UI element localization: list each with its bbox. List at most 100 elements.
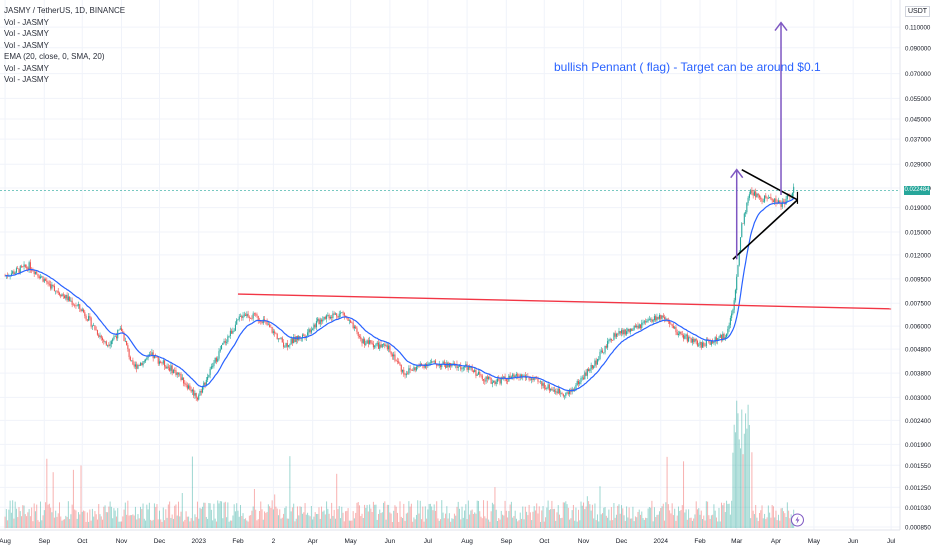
volume-bar (208, 502, 210, 528)
candle-body (732, 309, 734, 314)
volume-bar (33, 503, 35, 528)
candle-body (69, 296, 71, 301)
time-tick-label: Aug (0, 538, 11, 545)
volume-bar (110, 506, 112, 528)
pennant-shape[interactable] (732, 168, 799, 260)
candle-body (33, 271, 35, 274)
candle-body (389, 345, 391, 353)
candle-body (56, 290, 58, 292)
volume-bar (277, 515, 279, 528)
candle-body (369, 340, 371, 344)
candle-body (118, 329, 120, 331)
candle-body (505, 378, 507, 381)
volume-bar (629, 518, 631, 528)
candle-body (86, 319, 88, 321)
volume-bar (780, 508, 782, 528)
candle-body (153, 355, 155, 359)
candle-body (180, 373, 182, 381)
volume-bar (696, 509, 698, 528)
volume-bar (576, 521, 578, 528)
candle-body (605, 345, 607, 348)
volume-bar (353, 518, 355, 528)
arrows[interactable] (730, 21, 788, 260)
time-axis[interactable]: Aug Sep Oct Nov Dec 2023 Feb 2 Apr May Jun Jul Aug Se… (0, 529, 900, 545)
volume-bar (522, 506, 524, 528)
candle-body (96, 330, 99, 335)
volume-bar (413, 517, 415, 528)
candle-body (584, 372, 586, 380)
candle-body (267, 324, 269, 326)
candle-body (553, 389, 555, 392)
volume-bar (7, 520, 9, 528)
candle-body (543, 383, 545, 389)
volume-bar (12, 500, 14, 528)
candle-body (75, 305, 77, 307)
volume-bar (666, 456, 668, 528)
candle-body (142, 361, 144, 366)
candle-body (752, 193, 754, 196)
time-tick-label: Apr (308, 538, 319, 545)
candle-body (362, 339, 364, 344)
volume-bar (134, 506, 136, 528)
candle-body (750, 190, 752, 195)
candle-body (628, 328, 630, 332)
candle-body (77, 304, 80, 306)
price-axis[interactable]: 0.110000 0.090000 0.070000 0.055000 0.045000… (899, 0, 932, 550)
volume-bar (115, 516, 117, 528)
candle-body (100, 335, 102, 338)
candle-body (184, 383, 186, 385)
lightning-icon[interactable] (790, 513, 804, 527)
candle-body (37, 273, 39, 277)
candle-body (700, 341, 702, 348)
volume-bar (338, 506, 340, 528)
candle-body (290, 338, 292, 345)
volume-bar (31, 507, 33, 528)
resistance-line[interactable] (237, 293, 892, 310)
candle-body (469, 367, 471, 369)
candle-body (188, 385, 190, 389)
volume-bar (674, 508, 676, 528)
candle-body (342, 312, 344, 314)
candle-body (307, 332, 309, 336)
volume-bar (71, 504, 73, 528)
candle-body (79, 304, 81, 309)
volume-bar (142, 503, 144, 528)
currency-label[interactable]: USDT (905, 6, 931, 17)
volume-bar (302, 513, 304, 528)
volume-bar (436, 501, 438, 528)
time-tick-label: Mar (731, 538, 743, 545)
volume-bar (791, 521, 793, 528)
time-tick-label: Jul (424, 538, 433, 545)
candle-body (212, 366, 214, 367)
volume-bar (267, 504, 269, 528)
volume-bar (238, 516, 240, 528)
current-price-badge: 0.022484 (904, 185, 930, 195)
candle-body (334, 313, 336, 315)
candle-body (129, 357, 131, 361)
candle-body (698, 344, 700, 346)
time-tick-label: Sep (39, 538, 51, 545)
candle-body (480, 374, 482, 376)
candle-body (195, 393, 197, 398)
volume-bar (717, 521, 719, 528)
candle-body (246, 313, 248, 316)
volume-bar (607, 517, 609, 528)
candle-body (271, 327, 273, 333)
volume-bar (657, 514, 659, 528)
candle-body (648, 319, 650, 320)
volume-bar (328, 513, 330, 528)
candle-body (637, 325, 639, 329)
candle-body (772, 200, 774, 203)
candle-body (684, 336, 686, 339)
volume-bar (40, 501, 42, 528)
candle-body (491, 382, 493, 384)
candle-body (53, 285, 55, 291)
volume-bar (729, 514, 731, 528)
pennant-line[interactable] (741, 168, 798, 201)
candle-body (634, 325, 636, 328)
pennant-line[interactable] (732, 199, 799, 260)
candle-body (682, 335, 685, 339)
candle-body (734, 290, 736, 301)
volume-bar (777, 514, 779, 528)
